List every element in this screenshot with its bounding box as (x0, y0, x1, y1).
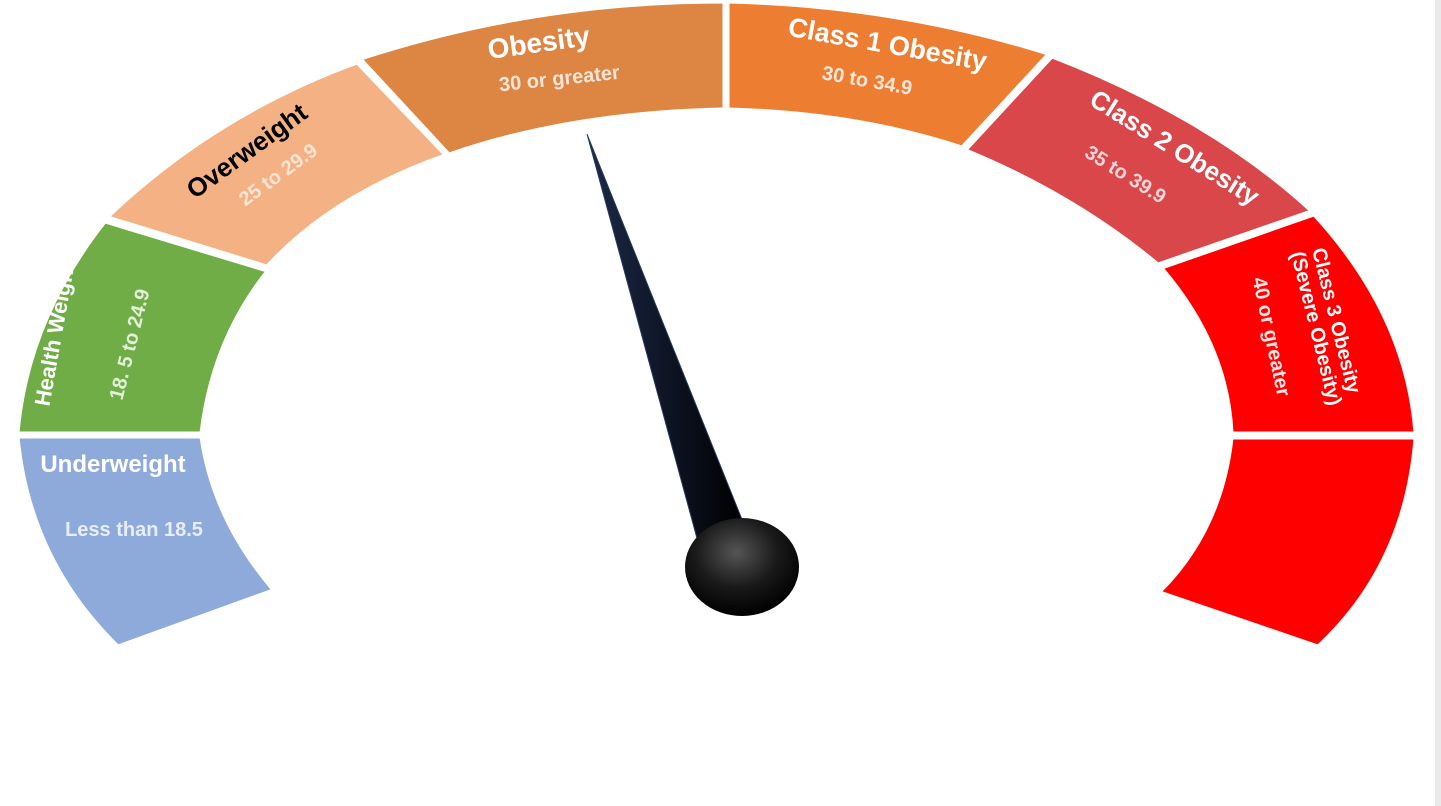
label-underweight: Underweight (40, 451, 185, 478)
gauge-segments (16, 0, 1417, 648)
segment-underweight (16, 435, 275, 648)
segment-healthy-weight (16, 220, 269, 435)
segment-class3-obesity (1160, 213, 1417, 435)
range-underweight: Less than 18.5 (65, 519, 203, 541)
needle-hub (685, 518, 799, 616)
gauge-needle (586, 133, 799, 616)
segment-class2-obesity (964, 55, 1313, 266)
segment-class1-obesity (726, 0, 1050, 149)
needle-pointer (586, 133, 744, 543)
segment-class3-extension (1158, 436, 1417, 648)
window-edge (1435, 0, 1441, 806)
segment-obesity (359, 0, 726, 156)
segment-overweight (106, 61, 447, 268)
